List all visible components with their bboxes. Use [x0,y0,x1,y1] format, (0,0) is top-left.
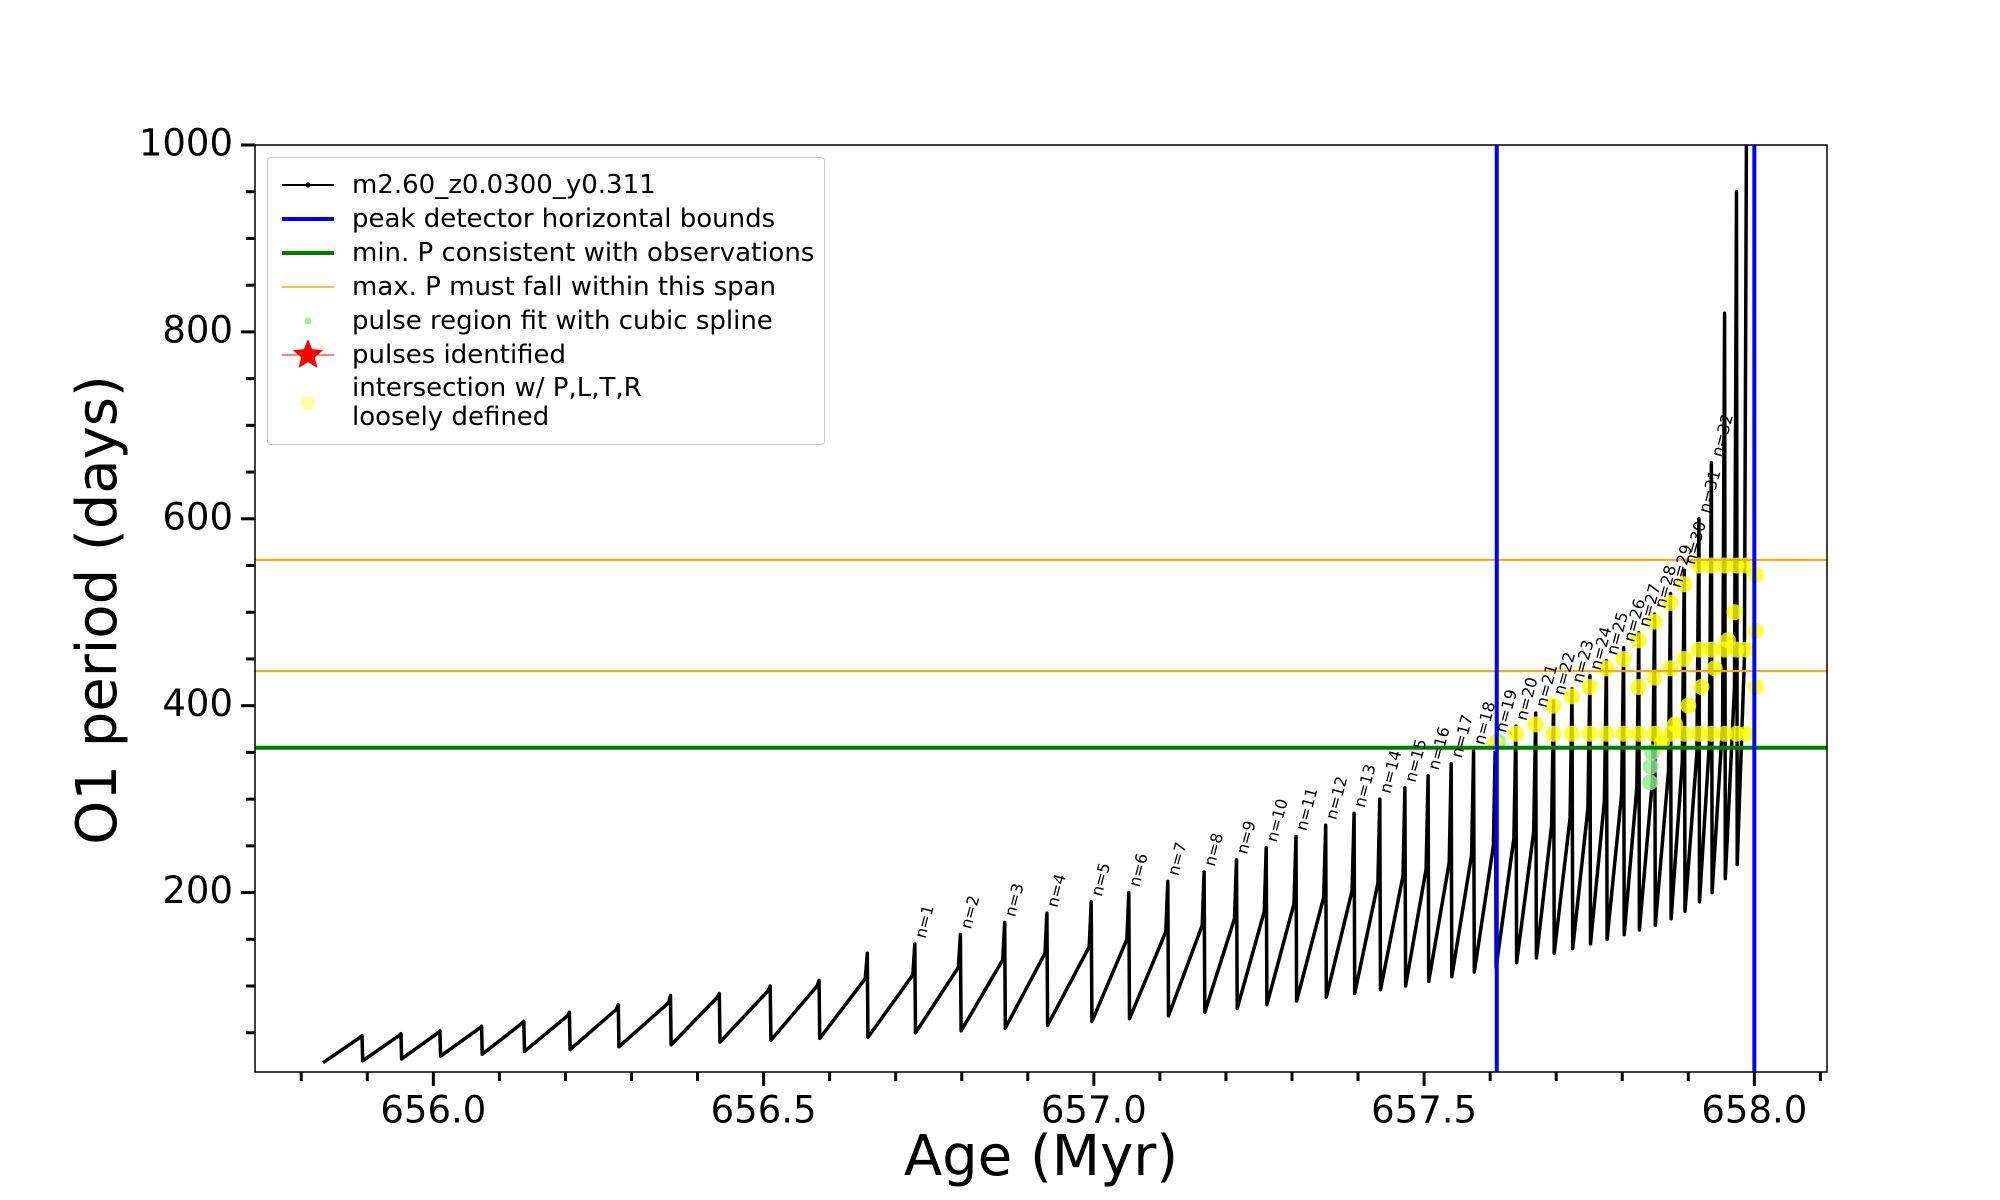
scatter-point [1581,678,1598,695]
scatter-point [1662,660,1679,677]
scatter-point [1641,774,1658,791]
legend-marker [301,396,315,410]
pulse-annotation: n=3 [1001,881,1028,919]
y-tick-label: 1000 [139,122,233,165]
scatter-point [1598,725,1615,742]
x-tick-label: 657.0 [1041,1089,1147,1132]
legend-label: m2.60_z0.0300_y0.311 [352,169,656,200]
scatter-point [1693,678,1710,695]
scatter-point [1545,725,1562,742]
axes-frame [254,144,1828,1073]
legend-marker-shape [301,396,315,410]
pulse-annotation: n=11 [1292,785,1322,832]
legend-label: peak detector horizontal bounds [352,203,776,234]
x-tick-label: 657.5 [1371,1089,1477,1132]
scatter-point [1646,669,1663,686]
scatter-point [1527,716,1544,733]
legend-label: max. P must fall within this span [352,271,777,302]
legend-marker [282,251,334,255]
pulse-annotation: n=13 [1350,762,1380,809]
pulse-annotation: n=8 [1200,831,1227,869]
pulse-annotation: n=2 [956,893,983,931]
pulse-annotation: n=5 [1087,861,1114,899]
scatter-point [1581,725,1598,742]
x-tick-label: 656.0 [380,1089,486,1132]
legend: m2.60_z0.0300_y0.311 peak detector horizo… [267,157,826,445]
legend-item: max. P must fall within this span [278,272,814,302]
legend-label: intersection w/ P,L,T,R loosely defined [352,373,642,432]
y-tick-label: 600 [162,495,233,538]
y-tick-label: 400 [162,682,233,725]
scatter-point [1703,557,1720,574]
scatter-point [1662,594,1679,611]
legend-item: m2.60_z0.0300_y0.311 [278,170,814,200]
pulse-annotation: n=10 [1262,797,1292,844]
scatter-point [1703,641,1720,658]
pulse-annotation: n=31 [1695,468,1725,515]
pulse-annotation: n=7 [1164,840,1191,878]
scatter-point [1680,697,1697,714]
scatter-point [1716,557,1733,574]
scatter-point [1598,660,1615,677]
scatter-point [1564,725,1581,742]
pulse-annotation: n=6 [1125,851,1152,889]
scatter-point [1667,716,1684,733]
scatter-point [1738,725,1755,742]
y-tick-label: 200 [162,869,233,912]
scatter-point [1615,650,1632,667]
legend-marker-shape [304,317,312,325]
legend-item: pulses identified [278,340,814,370]
legend-label: pulses identified [352,339,567,370]
scatter-point [1676,650,1693,667]
pulse-annotation: n=14 [1376,748,1406,795]
x-axis-label: Age (Myr) [904,1124,1178,1189]
scatter-point [1642,758,1659,775]
scatter-point [1690,557,1707,574]
scatter-point [1630,678,1647,695]
legend-marker-shape [305,182,311,188]
y-axis-label: O1 period (days) [65,375,130,845]
pulse-annotation: n=9 [1232,819,1259,857]
scatter-point [1507,725,1524,742]
legend-item: pulse region fit with cubic spline [278,306,814,336]
x-tick-label: 656.5 [711,1089,817,1132]
scatter-point [1564,688,1581,705]
scatter-point [1690,641,1707,658]
legend-marker [282,340,334,368]
scatter-point [1545,697,1562,714]
y-tick-label: 800 [162,308,233,351]
scatter-point [1615,725,1632,742]
scatter-point [1630,632,1647,649]
legend-marker-shape [292,340,324,368]
legend-marker [282,286,334,288]
x-tick-label: 658.0 [1701,1089,1807,1132]
legend-marker [282,182,334,188]
legend-marker [304,317,312,325]
legend-label: pulse region fit with cubic spline [352,305,773,336]
legend-item: intersection w/ P,L,T,R loosely defined [278,374,814,432]
scatter-point [1646,613,1663,630]
pulse-annotation: n=1 [911,903,938,941]
scatter-point [1726,604,1743,621]
legend-label: min. P consistent with observations [352,237,815,268]
scatter-point [1676,576,1693,593]
scatter-point [1716,725,1733,742]
legend-marker [282,217,334,221]
scatter-point [1706,660,1723,677]
legend-item: min. P consistent with observations [278,238,814,268]
scatter-point [1703,725,1720,742]
legend-item: peak detector horizontal bounds [278,204,814,234]
scatter-point [1630,725,1647,742]
scatter-point [1690,725,1707,742]
scatter-point [1738,641,1755,658]
pulse-annotation: n=12 [1322,774,1352,821]
scatter-point [1719,632,1736,649]
pulse-annotation: n=4 [1043,872,1070,910]
series-line [322,145,1749,1065]
pulse-annotation: n=32 [1707,412,1737,459]
